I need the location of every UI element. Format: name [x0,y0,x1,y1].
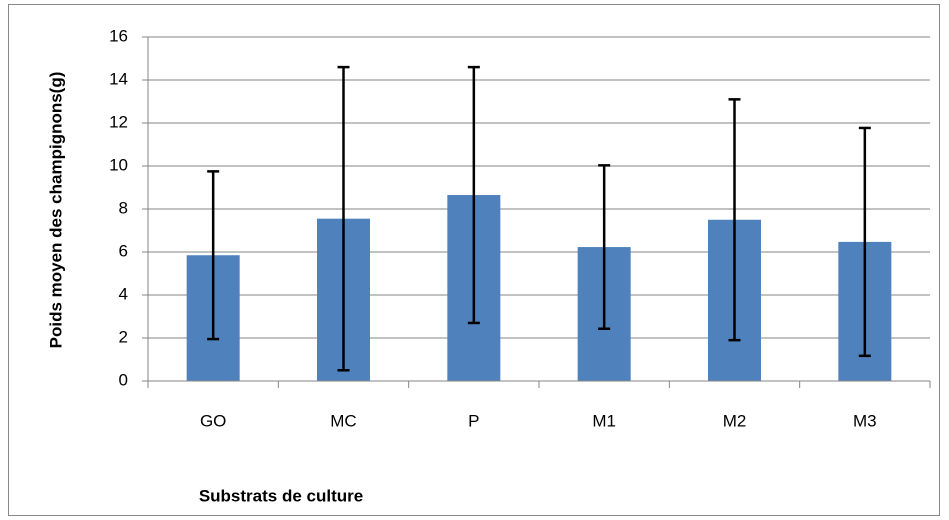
y-tick-label: 0 [119,370,128,389]
x-tick-label: GO [200,411,226,430]
error-bar [337,65,350,372]
error-bar [467,65,480,325]
x-tick-label: MC [330,411,356,430]
y-tick-label: 8 [119,198,128,217]
y-tick-label: 6 [119,241,128,260]
x-tick-label: M1 [592,411,616,430]
error-bar [207,170,220,341]
error-bar [598,164,611,331]
x-tick-label: M3 [853,411,877,430]
x-tick-label: M2 [723,411,747,430]
y-tick-label: 16 [109,26,128,45]
x-tick-label: P [468,411,479,430]
y-tick-label: 12 [109,112,128,131]
y-tick-label: 2 [119,327,128,346]
y-axis-title: Poids moyen des champignons(g) [46,72,65,349]
x-axis-title: Substrats de culture [199,486,363,505]
error-bar [728,98,741,342]
y-tick-label: 14 [109,69,128,88]
y-tick-label: 4 [119,284,128,303]
error-bar [858,126,871,358]
y-tick-label: 10 [109,155,128,174]
